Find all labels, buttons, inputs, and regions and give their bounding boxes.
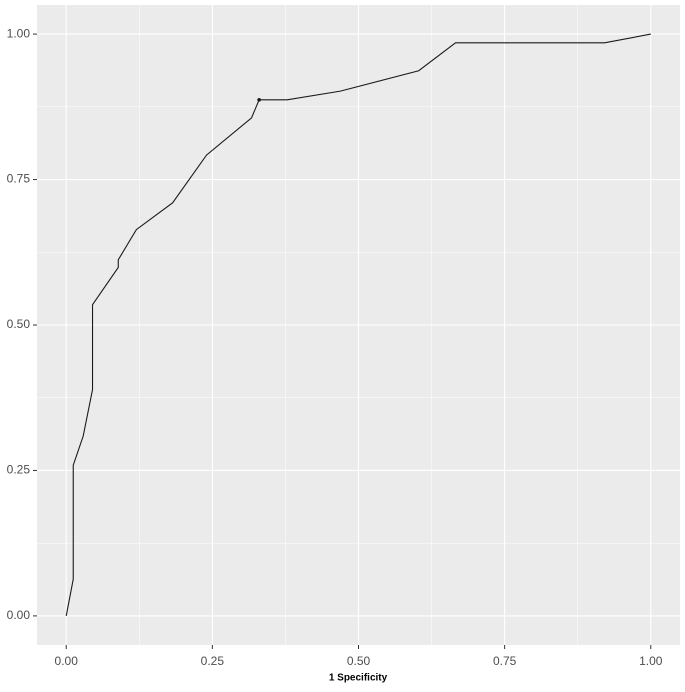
y-tick-label: 0.75	[7, 172, 31, 186]
x-axis-title: 1 Specificity	[329, 673, 388, 684]
y-tick-label: 0.50	[7, 317, 31, 331]
x-tick-label: 0.75	[493, 654, 517, 668]
y-tick-label: 1.00	[7, 26, 31, 40]
y-tick-label: 0.00	[7, 608, 31, 622]
x-tick-label: 0.00	[55, 654, 79, 668]
x-tick-label: 0.25	[201, 654, 225, 668]
y-tick-label: 0.25	[7, 463, 31, 477]
x-tick-label: 1.00	[639, 654, 663, 668]
roc-line	[65, 33, 651, 617]
x-tick-label: 0.50	[347, 654, 371, 668]
cutoff-point	[257, 98, 261, 102]
